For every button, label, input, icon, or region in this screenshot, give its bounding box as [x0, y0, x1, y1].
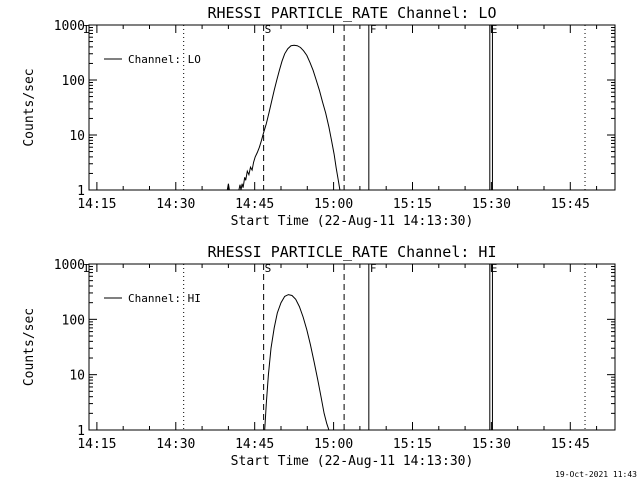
x-tick-label: 15:30 — [472, 437, 511, 452]
legend-label: Channel: LO — [128, 53, 201, 66]
x-tick-label: 15:15 — [393, 197, 432, 212]
x-tick-label: 15:45 — [551, 197, 590, 212]
x-tick-label: 14:45 — [235, 437, 274, 452]
chart-title: RHESSI PARTICLE_RATE Channel: LO — [208, 4, 497, 22]
event-marker-label: E — [491, 262, 498, 275]
y-tick-label: 1000 — [54, 19, 85, 34]
event-marker-label: F — [370, 262, 377, 275]
legend-label: Channel: HI — [128, 292, 201, 305]
x-tick-label: 15:30 — [472, 197, 511, 212]
y-tick-label: 100 — [62, 74, 85, 89]
chart-title: RHESSI PARTICLE_RATE Channel: HI — [208, 243, 497, 261]
y-tick-label: 100 — [62, 313, 85, 328]
x-tick-label: 14:45 — [235, 197, 274, 212]
event-marker-label: E — [491, 23, 498, 36]
y-tick-label: 1 — [77, 424, 85, 439]
y-axis-label: Counts/sec — [22, 308, 37, 386]
corner-label: I — [83, 262, 90, 275]
x-tick-label: 14:30 — [156, 197, 195, 212]
x-tick-label: 15:00 — [314, 197, 353, 212]
series-line — [264, 294, 330, 431]
plot-frame — [88, 24, 616, 191]
event-marker-label: F — [370, 23, 377, 36]
x-tick-label: 15:00 — [314, 437, 353, 452]
x-axis-label: Start Time (22-Aug-11 14:13:30) — [231, 214, 474, 229]
x-tick-label: 14:30 — [156, 437, 195, 452]
y-tick-label: 10 — [69, 369, 85, 384]
x-axis-label: Start Time (22-Aug-11 14:13:30) — [231, 454, 474, 469]
corner-label: I — [83, 23, 90, 36]
x-tick-label: 14:15 — [77, 197, 116, 212]
series-line — [226, 44, 341, 191]
y-tick-label: 1 — [77, 184, 85, 199]
plot-frame — [88, 263, 616, 431]
event-marker-label: S — [265, 262, 272, 275]
y-tick-label: 10 — [69, 129, 85, 144]
y-tick-label: 1000 — [54, 258, 85, 273]
event-marker-label: S — [265, 23, 272, 36]
footer-timestamp: 19-Oct-2021 11:43 — [555, 470, 637, 479]
y-axis-label: Counts/sec — [22, 68, 37, 146]
x-tick-label: 15:45 — [551, 437, 590, 452]
x-tick-label: 14:15 — [77, 437, 116, 452]
x-tick-label: 15:15 — [393, 437, 432, 452]
